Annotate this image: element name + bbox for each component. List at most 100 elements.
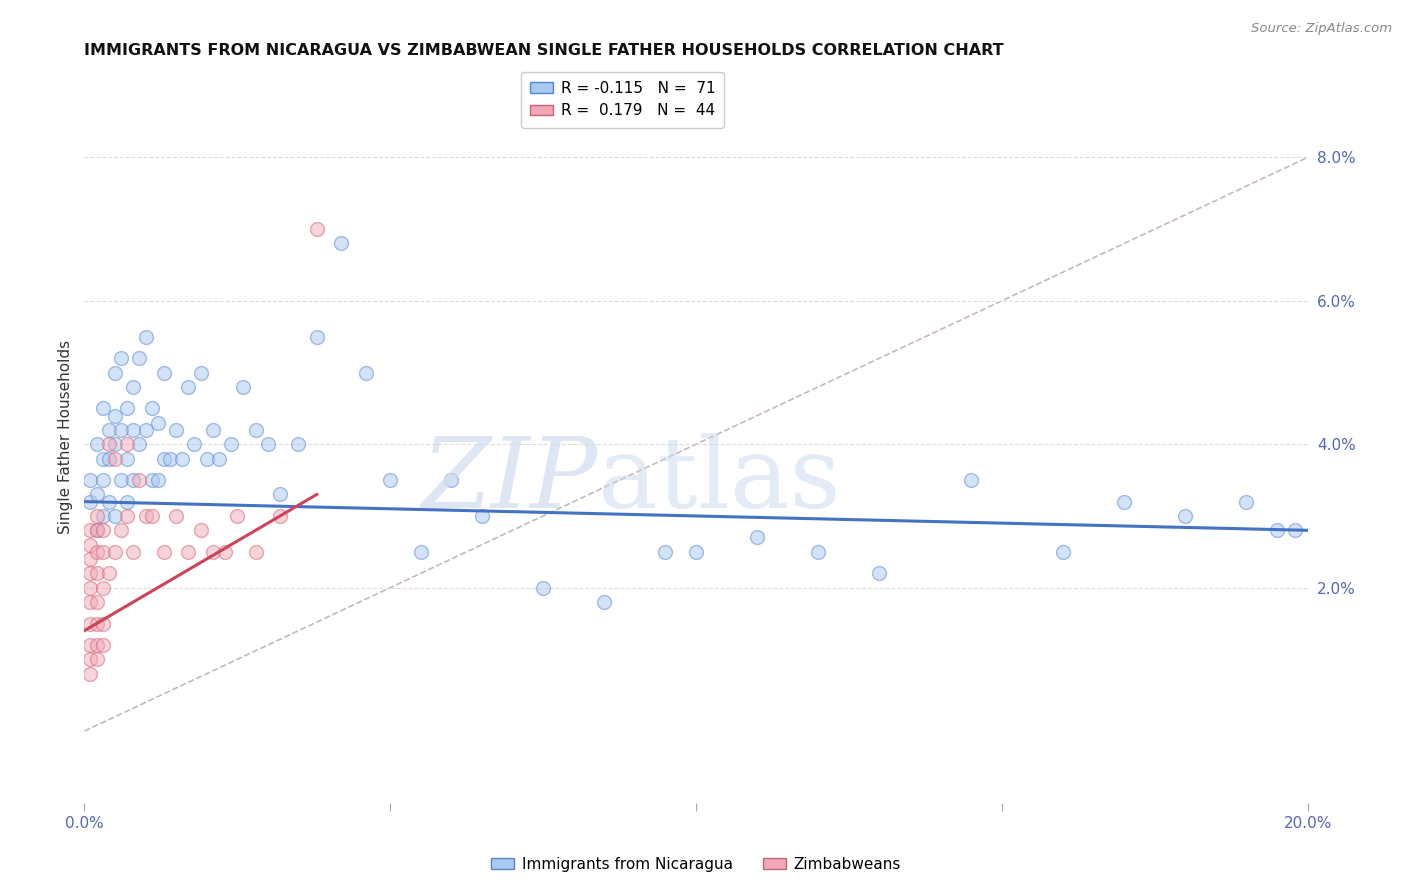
- Point: [214, 545, 236, 559]
- Point: [104, 451, 127, 466]
- Point: [86, 638, 108, 652]
- Point: [190, 524, 212, 538]
- Text: Source: ZipAtlas.com: Source: ZipAtlas.com: [1251, 22, 1392, 36]
- Point: [354, 366, 377, 380]
- Point: [91, 401, 114, 416]
- Point: [79, 652, 101, 666]
- Point: [409, 545, 432, 559]
- Point: [153, 451, 176, 466]
- Point: [1052, 545, 1074, 559]
- Point: [86, 524, 108, 538]
- Point: [654, 545, 676, 559]
- Point: [110, 351, 132, 366]
- Point: [122, 423, 145, 437]
- Point: [79, 552, 101, 566]
- Point: [135, 423, 157, 437]
- Point: [269, 508, 291, 523]
- Point: [531, 581, 554, 595]
- Point: [91, 524, 114, 538]
- Point: [165, 508, 187, 523]
- Point: [165, 423, 187, 437]
- Point: [869, 566, 891, 581]
- Point: [232, 380, 254, 394]
- Point: [685, 545, 707, 559]
- Point: [115, 494, 138, 508]
- Point: [79, 581, 101, 595]
- Point: [115, 437, 138, 451]
- Point: [79, 538, 101, 552]
- Point: [219, 437, 242, 451]
- Point: [257, 437, 280, 451]
- Point: [471, 508, 494, 523]
- Point: [305, 222, 328, 236]
- Point: [86, 487, 108, 501]
- Legend: Immigrants from Nicaragua, Zimbabweans: Immigrants from Nicaragua, Zimbabweans: [485, 851, 907, 878]
- Point: [79, 638, 101, 652]
- Point: [201, 423, 224, 437]
- Point: [146, 473, 169, 487]
- Point: [245, 423, 267, 437]
- Point: [440, 473, 463, 487]
- Point: [86, 545, 108, 559]
- Point: [104, 545, 127, 559]
- Point: [110, 473, 132, 487]
- Point: [86, 652, 108, 666]
- Point: [115, 451, 138, 466]
- Point: [79, 595, 101, 609]
- Point: [104, 508, 127, 523]
- Point: [104, 366, 127, 380]
- Point: [135, 508, 157, 523]
- Point: [86, 437, 108, 451]
- Point: [79, 473, 101, 487]
- Point: [79, 524, 101, 538]
- Point: [86, 595, 108, 609]
- Point: [141, 508, 163, 523]
- Point: [593, 595, 616, 609]
- Point: [79, 616, 101, 631]
- Point: [110, 524, 132, 538]
- Point: [245, 545, 267, 559]
- Text: ZIP: ZIP: [422, 434, 598, 529]
- Point: [747, 531, 769, 545]
- Point: [91, 638, 114, 652]
- Point: [91, 508, 114, 523]
- Point: [195, 451, 218, 466]
- Point: [79, 566, 101, 581]
- Point: [122, 545, 145, 559]
- Point: [97, 423, 120, 437]
- Point: [177, 545, 200, 559]
- Y-axis label: Single Father Households: Single Father Households: [58, 340, 73, 534]
- Point: [141, 473, 163, 487]
- Point: [91, 473, 114, 487]
- Point: [97, 451, 120, 466]
- Point: [122, 380, 145, 394]
- Point: [305, 329, 328, 343]
- Point: [1265, 524, 1288, 538]
- Text: atlas: atlas: [598, 434, 841, 529]
- Point: [128, 473, 150, 487]
- Point: [86, 566, 108, 581]
- Point: [208, 451, 231, 466]
- Point: [110, 423, 132, 437]
- Point: [330, 236, 353, 251]
- Point: [79, 666, 101, 681]
- Point: [86, 508, 108, 523]
- Point: [97, 494, 120, 508]
- Point: [128, 437, 150, 451]
- Point: [135, 329, 157, 343]
- Point: [91, 581, 114, 595]
- Point: [128, 351, 150, 366]
- Point: [183, 437, 205, 451]
- Point: [97, 566, 120, 581]
- Point: [104, 409, 127, 423]
- Point: [91, 451, 114, 466]
- Point: [269, 487, 291, 501]
- Point: [115, 401, 138, 416]
- Point: [960, 473, 983, 487]
- Text: IMMIGRANTS FROM NICARAGUA VS ZIMBABWEAN SINGLE FATHER HOUSEHOLDS CORRELATION CHA: IMMIGRANTS FROM NICARAGUA VS ZIMBABWEAN …: [84, 43, 1004, 58]
- Point: [153, 545, 176, 559]
- Point: [1236, 494, 1258, 508]
- Point: [1284, 524, 1306, 538]
- Point: [122, 473, 145, 487]
- Point: [226, 508, 249, 523]
